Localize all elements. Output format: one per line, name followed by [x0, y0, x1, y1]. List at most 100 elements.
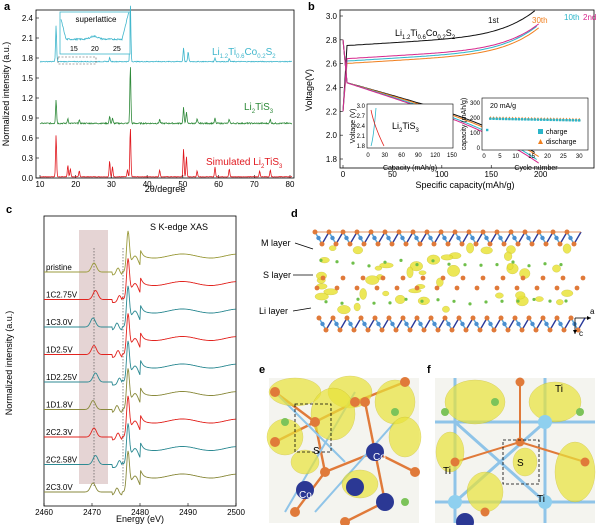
lithium-atom	[335, 260, 339, 264]
charge-density-blob	[442, 305, 450, 313]
sulfur-atom	[374, 285, 380, 291]
sulfur-atom	[580, 275, 586, 281]
metal-atom	[572, 321, 577, 327]
lithium-atom	[479, 263, 483, 267]
metal-atom	[358, 235, 363, 241]
xrd-y-tick-label: 1.2	[22, 94, 34, 103]
charge-point	[558, 118, 562, 122]
voltage-y-tick-label: 2.6	[326, 60, 338, 69]
metal-atom	[386, 235, 391, 241]
sulfur-atom	[560, 275, 566, 281]
lithium-atom	[500, 299, 504, 303]
legend-charge-marker	[538, 129, 543, 134]
charge-density-blob	[515, 291, 526, 300]
li2tis3-inset-ticks: 0 30 60 90 120 150 1.8 2.1 2.4 2.7 3.0	[357, 104, 458, 159]
sulfur-atom	[354, 285, 360, 291]
sulfur-atom	[543, 241, 549, 247]
bond	[314, 421, 396, 513]
layer-arrow-li	[292, 307, 312, 312]
cycle-label-10th: 10th	[564, 13, 580, 22]
voltage-y-tick-label: 2.0	[326, 131, 338, 140]
sulfur-atom	[442, 315, 448, 321]
sulfur-atom	[290, 507, 300, 517]
sulfur-atom	[323, 327, 329, 333]
sulfur-atom	[344, 315, 350, 321]
sulfur-atom	[564, 229, 570, 235]
sulfur-atom	[431, 241, 437, 247]
panel-d: d M layer S layer Li layer a c	[255, 200, 600, 360]
charge-point	[495, 117, 498, 121]
xas-title: S K-edge XAS	[150, 222, 208, 232]
charge-density-blob	[418, 270, 427, 276]
axis-c-label: c	[579, 329, 583, 338]
sulfur-atom	[534, 285, 540, 291]
xrd-trace-licto	[39, 5, 293, 63]
sulfur-atom	[500, 275, 506, 281]
sulfur-atom	[326, 229, 332, 235]
metal-atom	[404, 321, 409, 327]
axis-c-arrowhead	[573, 330, 577, 334]
lithium-atom	[447, 262, 451, 266]
xas-x-tick-label: 2500	[227, 508, 245, 517]
cycling-inset-rate: 20 mA/g	[490, 103, 516, 110]
sulfur-atom	[403, 241, 409, 247]
xrd-inset-source-box	[57, 56, 97, 65]
atom-label-s-e: S	[313, 446, 320, 457]
lithium-atom	[452, 299, 456, 303]
charge-point	[505, 117, 508, 121]
metal-atom	[488, 321, 493, 327]
sulfur-atom	[470, 315, 476, 321]
lithium-atom	[543, 262, 547, 266]
sulfur-atom	[520, 275, 526, 281]
sulfur-atom	[360, 397, 370, 407]
sulfur-atom	[557, 241, 563, 247]
lithium-atom	[340, 301, 344, 305]
xas-spectrum-label: 2C2.58V	[46, 456, 78, 465]
sulfur-atom	[484, 315, 490, 321]
metal-atom	[512, 235, 517, 241]
xas-x-tick-label: 2490	[179, 508, 197, 517]
xas-spectrum-label: 1C3.0V	[46, 318, 73, 327]
metal-atom	[470, 235, 475, 241]
sulfur-atom	[414, 315, 420, 321]
lithium-atom	[391, 408, 399, 416]
closeup-e-dashed-box	[294, 403, 332, 453]
sulfur-atom	[445, 241, 451, 247]
lithium-atom	[404, 297, 408, 301]
xrd-label-li2tis3: Li2TiS3	[244, 102, 274, 115]
panel-label-d: d	[291, 208, 298, 220]
crystal-structure	[312, 229, 586, 333]
cobalt-atom	[366, 443, 384, 461]
metal-atom	[526, 235, 531, 241]
atom-label-s-f: S	[517, 458, 524, 469]
lithium-atom	[372, 301, 376, 305]
charge-density-blob	[359, 288, 367, 300]
li2tis3-inset-xlabel: Capacity (mAh/g)	[383, 165, 437, 172]
xrd-y-tick-label: 2.1	[22, 34, 34, 43]
sulfur-atom	[533, 327, 539, 333]
sulfur-atom	[372, 315, 378, 321]
li2tis3-inset-ytick-label: 2.7	[357, 114, 366, 120]
sulfur-atom	[319, 241, 325, 247]
xrd-x-ticks: 10 20 30 40 50 60 70 80	[36, 175, 295, 189]
lithium-atom	[399, 258, 403, 262]
sulfur-atom	[358, 315, 364, 321]
lithium-atom	[319, 258, 323, 262]
cycling-inset-xtick-label: 30	[576, 154, 583, 160]
xas-x-tick-label: 2460	[35, 508, 53, 517]
xas-spectrum-label: pristine	[46, 263, 72, 272]
charge-point	[562, 118, 565, 122]
metal-atom	[414, 235, 419, 241]
sulfur-atom	[396, 229, 402, 235]
metal-atom	[456, 235, 461, 241]
charge-density-blob	[409, 261, 423, 272]
li2tis3-inset-xtick-label: 0	[366, 153, 370, 159]
cycling-inset-xtick-label: 0	[482, 154, 486, 160]
xrd-inset-title: superlattice	[76, 15, 117, 24]
cycle-label-1st: 1st	[488, 16, 499, 25]
charge-point	[524, 118, 527, 121]
voltage-y-tick-label: 2.4	[326, 84, 338, 93]
xas-highlight-band	[79, 230, 108, 484]
layer-label-m: M layer	[261, 238, 291, 248]
xrd-trace-li2tis3	[39, 67, 292, 126]
